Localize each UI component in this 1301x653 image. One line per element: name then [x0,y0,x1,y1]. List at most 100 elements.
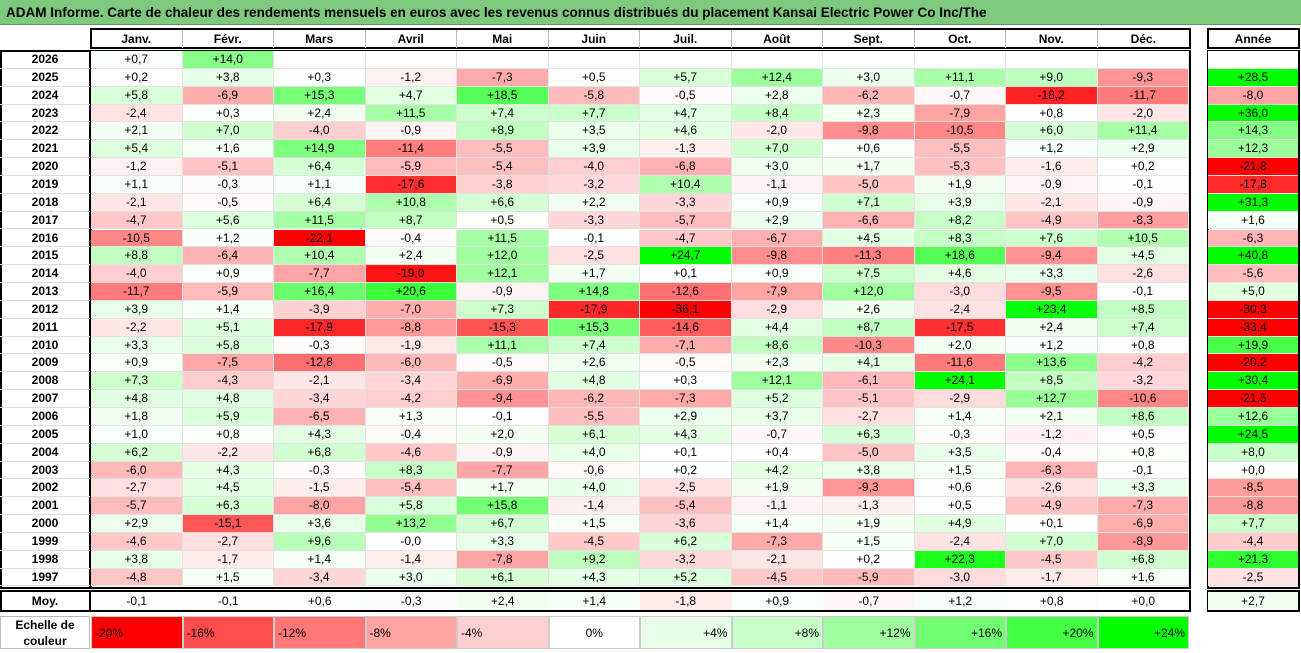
heatmap-cell: -0,9 [457,443,549,462]
heatmap-cell: +12,7 [1006,390,1098,408]
month-header: Sept. [823,30,915,48]
heatmap-cell: +3,3 [457,532,549,551]
heatmap-cell: +3,5 [914,443,1006,462]
heatmap-cell: +7,5 [823,265,915,284]
heatmap-cell: +1,2 [1006,336,1098,355]
heatmap-cell: +0,5 [914,497,1006,516]
year-label: 2025 [0,69,90,87]
heatmap-cell: -2,0 [731,122,823,141]
month-header: Févr. [183,30,274,48]
heatmap-cell: +11,5 [365,104,457,123]
avg-cell: +0,6 [274,591,366,610]
heatmap-cell: -2,7 [91,479,183,498]
heatmap-cell: -11,4 [365,140,457,159]
avg-cell: +1,2 [914,591,1006,610]
heatmap-cell: -6,9 [182,86,274,105]
heatmap-cell: -9,8 [823,122,915,141]
heatmap-cell: +0,2 [91,68,183,87]
heatmap-cell: -6,9 [457,372,549,391]
heatmap-cell: +1,5 [548,515,640,533]
heatmap-cell: -4,2 [365,390,457,408]
heatmap-cell: -9,3 [823,479,915,498]
annual-cell: +30,4 [1208,372,1298,391]
heatmap-cell: +8,5 [1097,300,1189,319]
heatmap-cell: +5,8 [91,86,183,105]
heatmap-cell: +22,3 [914,550,1006,569]
heatmap-cell: +5,6 [182,211,274,230]
year-label: 2006 [0,408,90,426]
heatmap-cell: -2,0 [1097,104,1189,123]
heatmap-cell: +1,5 [823,532,915,551]
heatmap-cell: -6,0 [365,354,457,373]
heatmap-cell: -17,9 [548,300,640,319]
heatmap-cell: +2,6 [548,354,640,373]
heatmap-cell: +2,1 [1006,408,1098,426]
heatmap-cell: +8,5 [1006,372,1098,391]
heatmap-cell: +3,0 [365,568,457,587]
heatmap-cell [548,51,640,69]
heatmap-cell: +4,9 [914,515,1006,533]
heatmap-cell: +7,6 [1006,229,1098,248]
heatmap-cell: +4,8 [548,372,640,391]
heatmap-cell: +0,3 [182,104,274,123]
heatmap-cell: +0,8 [1097,443,1189,462]
year-label: 2021 [0,140,90,159]
heatmap-cell: +24,1 [914,372,1006,391]
annual-cell: +12,6 [1208,408,1298,426]
annual-cell: -8,8 [1208,497,1298,516]
heatmap-cell: +5,8 [182,336,274,355]
heatmap-cell: -2,1 [91,193,183,212]
heatmap-cell: -5,5 [457,140,549,159]
heatmap-cell: +8,6 [1097,408,1189,426]
heatmap-cell: +4,1 [823,354,915,373]
heatmap-cell: +3,6 [274,515,366,533]
heatmap-cell: -5,7 [91,497,183,516]
heatmap-cell: +8,3 [914,229,1006,248]
heatmap-cell: +3,3 [1097,479,1189,498]
heatmap-cell: -5,1 [823,390,915,408]
heatmap-cell: -9,4 [457,390,549,408]
heatmap-cell: +6,6 [457,193,549,212]
heatmap-cell: -0,1 [457,408,549,426]
year-label: 2001 [0,497,90,516]
heatmap-cell: +2,3 [823,104,915,123]
annual-cell: -6,3 [1208,229,1298,248]
heatmap-cell: -7,3 [640,390,732,408]
heatmap-cell: -36,1 [640,300,732,319]
heatmap-cell: -2,5 [548,247,640,266]
heatmap-cell: -0,6 [548,461,640,480]
heatmap-cell: +6,2 [640,532,732,551]
heatmap-cell: -4,9 [1006,497,1098,516]
heatmap-cell: -2,6 [1097,265,1189,284]
heatmap-cell: -0,3 [914,425,1006,444]
year-label: 2009 [0,354,90,373]
heatmap-cell: -3,2 [1097,372,1189,391]
heatmap-cell: -4,7 [640,229,732,248]
year-header-box [1207,28,1300,49]
heatmap-cell: -18,2 [1006,86,1098,105]
heatmap-cell: -5,7 [640,211,732,230]
annual-cell: -21,8 [1208,158,1298,176]
heatmap-cell: -17,5 [914,318,1006,337]
month-header: Mars [274,30,366,48]
year-label: 2002 [0,479,90,498]
avg-cell: +2,4 [457,591,549,610]
heatmap-cell: +10,4 [274,247,366,266]
heatmap-cell: +7,4 [1097,318,1189,337]
heatmap-cell: +4,3 [640,425,732,444]
heatmap-cell: -3,4 [365,372,457,391]
heatmap-cell: +16,4 [274,283,366,301]
avg-cell: -0,3 [365,591,457,610]
heatmap-cell: +3,5 [548,122,640,141]
heatmap-cell: +1,4 [731,515,823,533]
heatmap-cell: -4,5 [731,568,823,587]
avg-cell: +0,9 [731,591,823,610]
heatmap-cell: +6,8 [1097,550,1189,569]
heatmap-cell: +0,6 [823,140,915,159]
heatmap-cell: +4,6 [640,122,732,141]
heatmap-cell: -9,8 [731,247,823,266]
heatmap-cell: +3,8 [182,68,274,87]
heatmap-cell: -1,7 [1006,568,1098,587]
heatmap-cell [640,51,732,69]
heatmap-cell: -0,3 [182,175,274,194]
